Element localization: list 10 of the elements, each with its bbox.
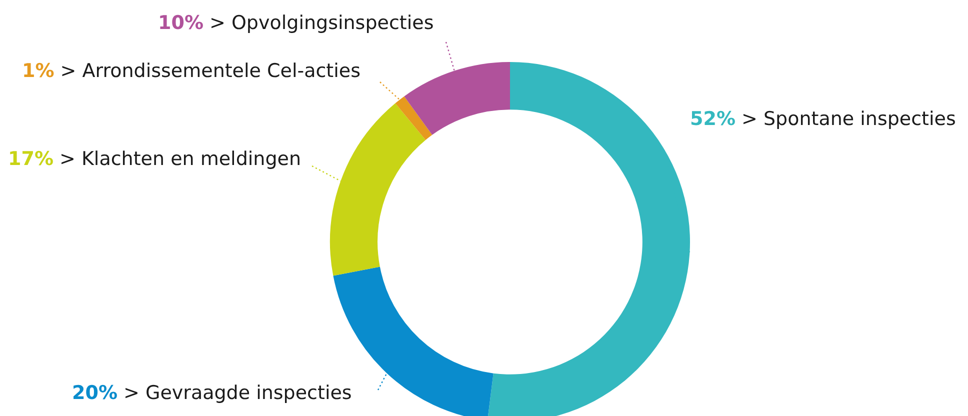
data-label: 20% xyxy=(72,382,118,404)
data-label: 1% xyxy=(22,60,54,82)
slice-label: > Spontane inspecties xyxy=(735,108,956,130)
slice-label: > Arrondissementele Cel-acties xyxy=(54,60,361,82)
legend-label: > Gevraagde inspecties xyxy=(117,382,352,404)
slice-label: > Klachten en meldingen xyxy=(53,148,301,170)
slice-label: > Opvolgingsinspecties xyxy=(203,12,434,34)
data-label: 52% xyxy=(690,108,736,130)
data-label: 10% xyxy=(158,12,204,34)
data-label: 17% xyxy=(8,148,54,170)
